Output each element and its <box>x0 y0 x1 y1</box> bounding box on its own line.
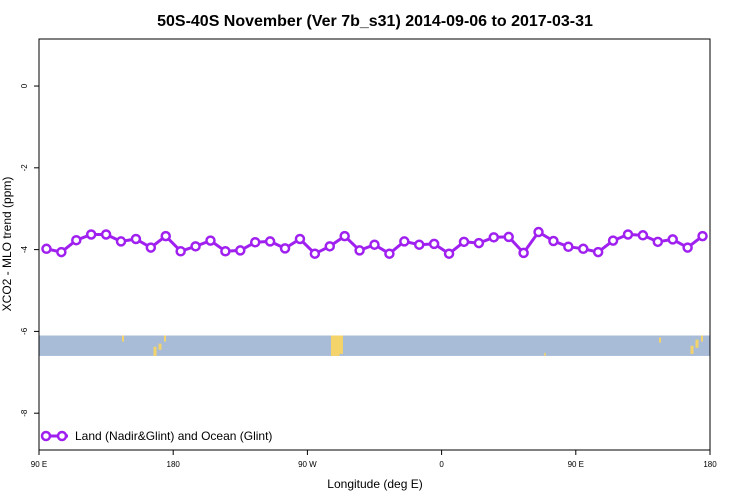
x-tick-label: 180 <box>703 460 717 469</box>
ocean-band <box>39 335 710 356</box>
data-point <box>145 242 157 253</box>
data-point <box>473 237 485 249</box>
data-point <box>249 237 261 248</box>
data-point <box>578 243 589 255</box>
data-point <box>488 232 500 243</box>
series-group <box>41 226 708 259</box>
y-tick-label: -2 <box>20 164 29 172</box>
land-patch <box>695 339 699 348</box>
data-point <box>637 230 649 241</box>
data-point <box>518 247 529 259</box>
data-point <box>443 248 455 259</box>
data-point <box>607 235 619 246</box>
data-point <box>339 230 350 242</box>
data-point <box>369 239 380 250</box>
data-point <box>324 241 336 252</box>
data-point <box>399 236 410 247</box>
data-point <box>264 236 276 247</box>
data-point <box>205 235 216 246</box>
data-point <box>175 245 186 257</box>
map-strip <box>39 335 710 356</box>
data-point <box>592 246 604 258</box>
data-point <box>294 233 306 245</box>
data-point <box>115 236 127 247</box>
land-patch <box>339 335 343 354</box>
data-point <box>503 231 514 243</box>
land-patch <box>158 343 162 350</box>
x-tick-label: 180 <box>167 460 181 469</box>
legend-label: Land (Nadir&Glint) and Ocean (Glint) <box>75 429 272 443</box>
y-tick-label: 0 <box>20 83 29 88</box>
land-patch <box>659 337 661 343</box>
land-patch <box>690 345 694 354</box>
y-tick-label: -8 <box>20 409 29 417</box>
data-point <box>71 234 82 246</box>
land-patch <box>334 335 340 356</box>
land-patch <box>544 352 546 356</box>
x-tick-label: 90 E <box>568 460 584 469</box>
x-tick-label: 90 W <box>298 460 317 469</box>
data-point <box>697 230 708 242</box>
data-point <box>548 235 559 247</box>
data-point <box>100 229 112 240</box>
y-tick-label: -6 <box>20 327 29 335</box>
plot-frame <box>38 38 711 451</box>
land-patch <box>701 335 703 342</box>
land-patch <box>331 335 335 356</box>
data-point <box>279 243 291 254</box>
data-point <box>652 236 664 248</box>
data-point <box>190 241 201 252</box>
legend: Land (Nadir&Glint) and Ocean (Glint) <box>40 429 272 443</box>
legend-marker-swatch <box>40 430 52 442</box>
x-axis: 90 E 180 90 W 0 90 E 180 <box>31 450 717 469</box>
data-point <box>160 230 171 242</box>
data-point <box>413 239 425 250</box>
data-point <box>428 238 440 250</box>
data-point <box>622 229 634 240</box>
data-point <box>309 248 321 259</box>
data-point <box>458 236 470 248</box>
data-point <box>235 245 246 256</box>
y-axis: 0 -2 -4 -6 -8 <box>20 83 39 417</box>
x-tick-label: 0 <box>439 460 444 469</box>
data-point <box>563 241 574 252</box>
data-point <box>41 243 52 255</box>
land-patch <box>164 335 166 342</box>
data-point <box>85 229 97 240</box>
data-point <box>56 246 67 258</box>
chart-title: 50S-40S November (Ver 7b_s31) 2014-09-06… <box>157 13 593 30</box>
data-point <box>354 245 365 256</box>
land-patch <box>153 346 157 356</box>
data-point <box>682 242 693 253</box>
x-axis-label: Longitude (deg E) <box>327 477 422 491</box>
data-point <box>384 248 395 259</box>
data-point <box>533 226 544 238</box>
y-tick-label: -4 <box>20 246 29 254</box>
land-patch <box>122 335 124 342</box>
data-point <box>220 245 231 257</box>
x-tick-label: 90 E <box>31 460 47 469</box>
data-point <box>130 233 142 245</box>
legend-marker-swatch <box>56 430 68 442</box>
y-axis-label: XCO2 - MLO trend (ppm) <box>0 177 14 312</box>
data-point <box>667 234 678 245</box>
